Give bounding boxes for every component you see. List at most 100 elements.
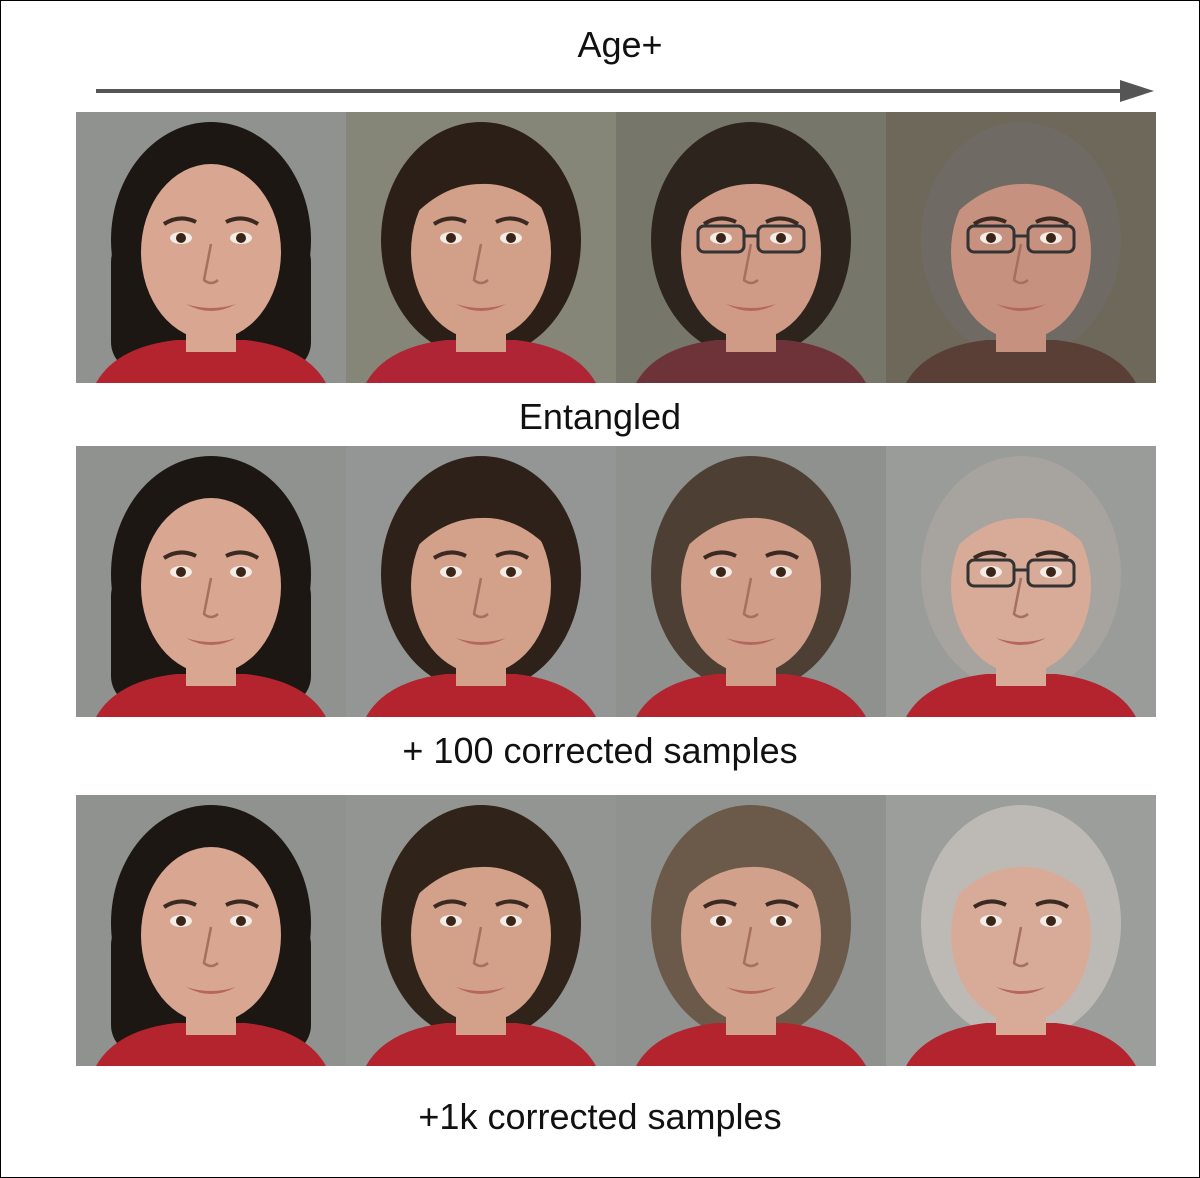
nose xyxy=(1012,577,1029,619)
pupil xyxy=(986,916,996,926)
pupil xyxy=(176,233,186,243)
row-label-entangled: Entangled xyxy=(518,396,682,437)
face xyxy=(141,847,281,1023)
eyebrow xyxy=(702,899,737,909)
glasses-lens xyxy=(696,224,746,254)
eyebrow xyxy=(1035,550,1070,560)
eyebrow xyxy=(225,216,260,226)
shirt xyxy=(906,1023,1136,1066)
face-image xyxy=(346,795,616,1066)
nose xyxy=(202,926,219,968)
glasses-lens xyxy=(1026,558,1076,588)
eyebrow xyxy=(162,899,197,909)
pupil xyxy=(1046,916,1056,926)
pupil xyxy=(716,233,726,243)
face-image xyxy=(76,112,346,383)
pupil xyxy=(776,233,786,243)
age-direction-arrow xyxy=(96,80,1154,102)
pupil xyxy=(716,567,726,577)
face-image xyxy=(346,446,616,717)
mouth xyxy=(456,638,506,645)
glasses-lens xyxy=(966,224,1016,254)
hair-fringe xyxy=(408,835,556,905)
eyebrow xyxy=(495,550,530,560)
nose xyxy=(472,926,489,968)
eyebrow xyxy=(972,550,1007,560)
hair-fringe xyxy=(678,486,826,556)
nose xyxy=(202,243,219,285)
shirt xyxy=(906,674,1136,717)
eyebrow xyxy=(972,899,1007,909)
face xyxy=(681,498,821,674)
eyebrow xyxy=(765,216,800,226)
face-image xyxy=(76,795,346,1066)
face-row-1k-samples xyxy=(76,795,1157,1066)
hair-fringe xyxy=(678,152,826,222)
shirt xyxy=(636,1023,866,1066)
mouth xyxy=(726,987,776,994)
face xyxy=(411,498,551,674)
shirt xyxy=(636,674,866,717)
eyebrow xyxy=(972,216,1007,226)
face-image xyxy=(886,795,1156,1066)
glasses-lens xyxy=(1026,224,1076,254)
eyebrow xyxy=(495,216,530,226)
eyebrow xyxy=(432,899,467,909)
mouth xyxy=(996,638,1046,645)
nose xyxy=(1012,926,1029,968)
mouth xyxy=(456,304,506,311)
shirt xyxy=(366,674,596,717)
pupil xyxy=(506,916,516,926)
mouth xyxy=(186,638,236,645)
shirt xyxy=(906,340,1136,383)
eyebrow xyxy=(225,899,260,909)
face xyxy=(951,164,1091,340)
face-image xyxy=(616,446,886,717)
hair-fringe xyxy=(948,152,1096,222)
face-row-entangled xyxy=(76,112,1157,383)
eyebrow xyxy=(162,216,197,226)
pupil xyxy=(716,916,726,926)
hair-fringe xyxy=(678,835,826,905)
pupil xyxy=(446,916,456,926)
eyebrow xyxy=(495,899,530,909)
pupil xyxy=(1046,567,1056,577)
pupil xyxy=(446,567,456,577)
eyebrow xyxy=(162,550,197,560)
shirt xyxy=(96,674,326,717)
pupil xyxy=(1046,233,1056,243)
mouth xyxy=(996,304,1046,311)
eyebrow xyxy=(765,899,800,909)
hair-fringe xyxy=(948,835,1096,905)
face xyxy=(681,164,821,340)
eyebrow xyxy=(225,550,260,560)
eyebrow xyxy=(702,216,737,226)
pupil xyxy=(236,233,246,243)
pupil xyxy=(986,233,996,243)
pupil xyxy=(776,916,786,926)
hair-fringe xyxy=(408,152,556,222)
face xyxy=(951,498,1091,674)
face xyxy=(411,164,551,340)
row-label-1k-samples: +1k corrected samples xyxy=(418,1096,782,1137)
pupil xyxy=(506,567,516,577)
face-image xyxy=(616,112,886,383)
face xyxy=(681,847,821,1023)
shirt xyxy=(366,1023,596,1066)
glasses-lens xyxy=(966,558,1016,588)
hair-fringe xyxy=(408,486,556,556)
nose xyxy=(742,243,759,285)
mouth xyxy=(186,987,236,994)
hair-fringe xyxy=(948,486,1096,556)
face xyxy=(411,847,551,1023)
eyebrow xyxy=(1035,216,1070,226)
eyebrow xyxy=(1035,899,1070,909)
eyebrow xyxy=(432,550,467,560)
shirt xyxy=(366,340,596,383)
pupil xyxy=(776,567,786,577)
mouth xyxy=(726,304,776,311)
mouth xyxy=(186,304,236,311)
row-label-100-samples: + 100 corrected samples xyxy=(402,730,798,771)
face xyxy=(141,498,281,674)
nose xyxy=(202,577,219,619)
